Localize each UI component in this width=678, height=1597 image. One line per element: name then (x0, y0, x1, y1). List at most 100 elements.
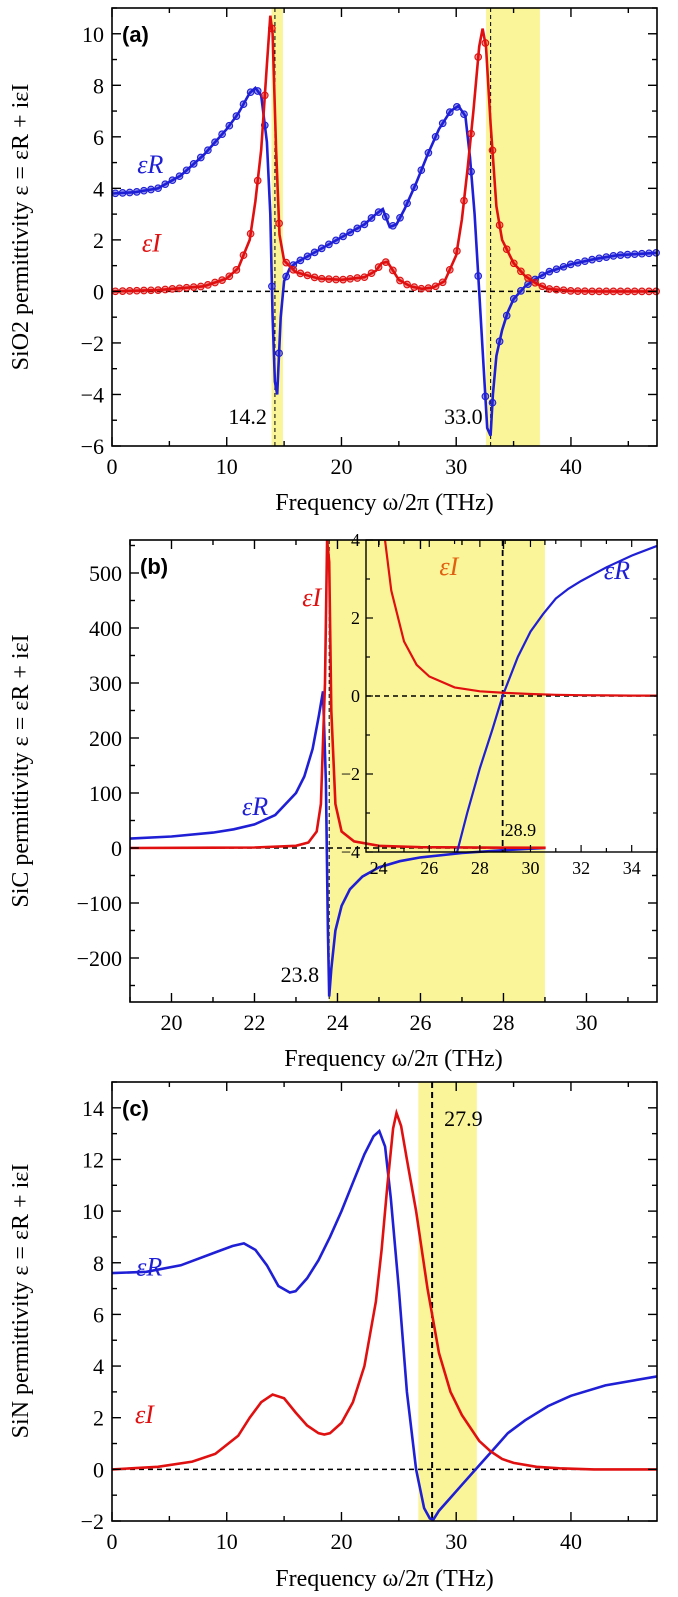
data-point (175, 172, 184, 181)
data-point (310, 273, 319, 282)
data-point (310, 248, 319, 257)
y-tick-label: −4 (81, 382, 104, 407)
x-tick-label: 30 (445, 454, 467, 479)
inset-x-tick-label: 28 (471, 858, 489, 878)
data-point (645, 249, 653, 258)
x-tick-label: 20 (330, 1529, 352, 1554)
data-point (460, 196, 468, 205)
y-tick-label: 6 (93, 125, 104, 150)
data-point (453, 247, 461, 255)
data-point (438, 278, 447, 287)
data-point (431, 282, 440, 291)
data-point (389, 221, 397, 230)
panel-1: 20 22 24 26 28 30−200−1000100200300400500Freq… (8, 530, 658, 1072)
y-axis-title: SiC permittivity ε = εR + iεI (8, 634, 34, 907)
inset-series-line (456, 544, 657, 852)
data-point (573, 258, 582, 267)
data-point (161, 180, 170, 189)
x-axis-title: Frequency ω/2π (THz) (284, 1046, 503, 1072)
data-point (374, 263, 383, 271)
data-point (410, 183, 419, 192)
data-point (360, 273, 369, 282)
data-point (389, 266, 397, 275)
inset-y-tick-label: −4 (341, 842, 360, 862)
data-point (303, 252, 312, 261)
inset-y-tick-label: 2 (351, 608, 360, 628)
data-point (552, 285, 561, 294)
data-point (154, 184, 162, 193)
data-point (125, 188, 134, 197)
y-tick-label: 0 (93, 279, 104, 304)
data-point (517, 267, 525, 276)
inset-y-tick-label: 4 (351, 530, 360, 550)
data-point (396, 276, 404, 285)
data-point (332, 236, 340, 245)
annotation-label: 23.8 (281, 962, 320, 987)
data-point (168, 285, 177, 293)
data-point (196, 282, 205, 291)
data-point (225, 272, 234, 281)
data-point (218, 276, 226, 284)
data-point (581, 287, 589, 296)
data-point (445, 265, 454, 274)
data-point (161, 285, 170, 294)
panel-0: 0 10 20 30 40 −6 −4 −2 0 2 4 6 8 10 Frequency ω/2π (TH… (8, 7, 660, 516)
data-point (296, 269, 305, 278)
data-point (630, 287, 639, 296)
data-point (168, 176, 177, 185)
data-point (189, 283, 198, 291)
data-point (538, 282, 547, 291)
x-tick-label: 22 (243, 1010, 265, 1035)
data-point (623, 287, 632, 296)
series-label: εR (137, 150, 163, 179)
y-axis-title: SiN permittivity ε = εR + iεI (8, 1164, 34, 1439)
data-point (303, 271, 312, 280)
inset-x-tick-label: 32 (572, 858, 590, 878)
data-point (602, 287, 611, 296)
data-point (246, 229, 255, 238)
x-tick-label: 26 (409, 1010, 431, 1035)
series-line (112, 1108, 657, 1471)
series-line (130, 540, 657, 850)
series-label: εR (136, 1253, 162, 1282)
series-label: εI (135, 1400, 155, 1429)
data-point (339, 275, 347, 284)
data-point (495, 221, 504, 229)
data-point (140, 186, 148, 195)
data-point (545, 267, 554, 276)
data-point (410, 283, 419, 291)
x-tick-label: 40 (560, 1529, 582, 1554)
data-point (275, 349, 283, 358)
y-tick-label: 8 (93, 73, 104, 98)
annotation-label: 14.2 (228, 404, 267, 429)
data-point (488, 146, 497, 155)
inset-x-tick-label: 24 (370, 858, 388, 878)
data-point (509, 295, 518, 303)
data-point (531, 278, 539, 287)
annotation-label: 27.9 (444, 1106, 483, 1131)
data-point (460, 110, 468, 119)
annotation-label: 33.0 (444, 404, 483, 429)
inset-x-tick-label: 34 (623, 858, 641, 878)
data-point (246, 88, 255, 97)
data-point (346, 274, 355, 283)
x-axis-title: Frequency ω/2π (THz) (275, 490, 494, 516)
data-point (524, 280, 532, 289)
y-tick-label: 2 (93, 1406, 104, 1431)
inset-series-label: εR (604, 556, 630, 585)
y-tick-label: 4 (93, 176, 104, 201)
data-point (396, 213, 404, 222)
data-point (239, 251, 248, 260)
data-point (509, 259, 518, 268)
panel-tag: (b) (140, 554, 168, 579)
data-point (317, 244, 326, 253)
y-tick-label: 4 (93, 1354, 104, 1379)
data-point (268, 282, 276, 291)
data-point (453, 103, 461, 111)
data-point (381, 212, 390, 221)
series-label: εI (142, 228, 162, 257)
data-point (325, 275, 333, 283)
data-point (552, 265, 561, 274)
